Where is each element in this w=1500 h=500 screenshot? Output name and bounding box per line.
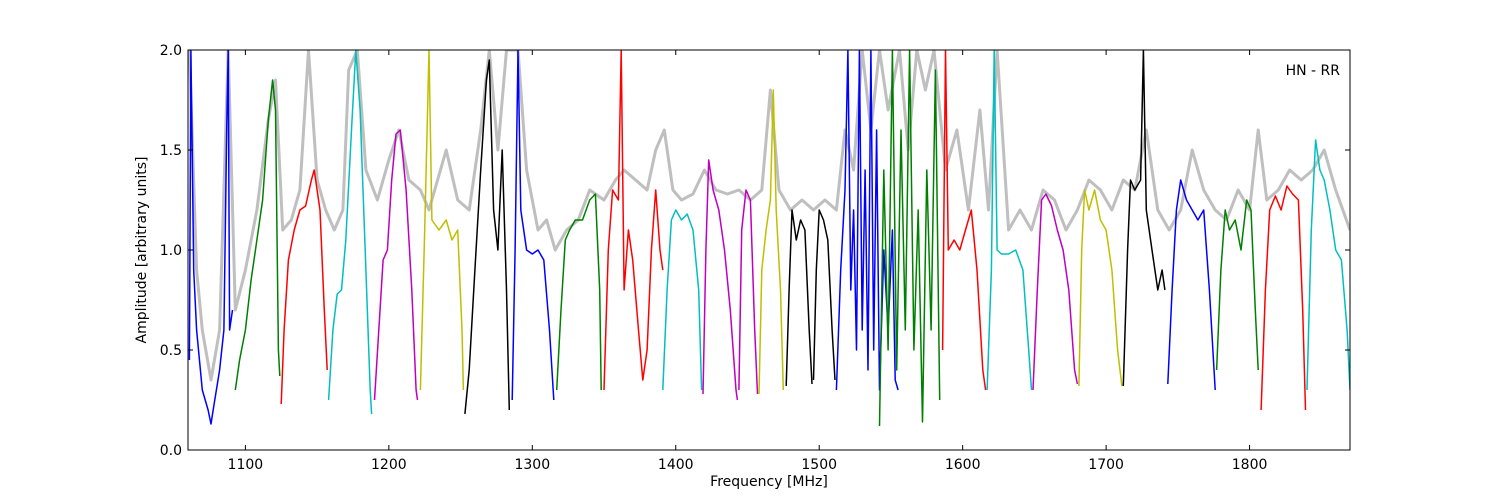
y-tick-label-1: 0.5: [160, 343, 182, 359]
series-line-22: [1122, 50, 1166, 387]
series-line-14: [785, 209, 813, 387]
series-line-20: [1032, 193, 1079, 391]
series-line-19: [986, 50, 1033, 391]
series-line-9: [603, 50, 664, 391]
series-line-5: [419, 50, 465, 391]
series-line-8: [555, 193, 602, 391]
series-line-17: [878, 50, 941, 427]
tick-layer: 1100 1200 1300 1400 1500 1600 1700 1800 0.0 0.5 1.…: [160, 43, 1350, 473]
x-tick-label-6: 1700: [1088, 457, 1124, 473]
annotation-label: HN - RR: [1286, 63, 1341, 79]
series-line-0: [188, 50, 234, 425]
series-line-2: [280, 169, 328, 405]
series-line-25: [1260, 185, 1307, 411]
x-tick-label-5: 1600: [945, 457, 981, 473]
y-tick-label-4: 2.0: [160, 43, 182, 59]
series-line-23: [1167, 179, 1216, 391]
x-tick-label-7: 1800: [1232, 457, 1268, 473]
series-line-4: [373, 129, 419, 401]
x-tick-label-2: 1300: [514, 457, 550, 473]
series-line-11: [702, 159, 739, 401]
series-line-24: [1215, 199, 1259, 371]
series-line-15: [812, 209, 836, 381]
series-line-1: [234, 79, 281, 391]
y-axis-label: Amplitude [arbitrary units]: [134, 157, 150, 344]
series-line-26: [1306, 139, 1350, 391]
series-line-12: [738, 189, 759, 395]
y-tick-label-2: 1.0: [160, 243, 182, 259]
y-tick-label-3: 1.5: [160, 143, 182, 159]
x-tick-label-4: 1500: [801, 457, 837, 473]
y-tick-label-0: 0.0: [160, 443, 182, 459]
x-tick-label-1: 1200: [371, 457, 407, 473]
series-line-21: [1078, 189, 1123, 387]
series-line-10: [662, 209, 703, 391]
x-tick-label-0: 1100: [228, 457, 264, 473]
series-line-18: [941, 50, 987, 391]
x-tick-label-3: 1400: [658, 457, 694, 473]
x-axis-label: Frequency [MHz]: [710, 474, 828, 490]
series-line-6: [464, 59, 511, 415]
data-layer: [188, 50, 1350, 427]
series-line-13: [758, 89, 785, 395]
series-line-3: [327, 50, 373, 415]
series-line-7: [511, 50, 555, 401]
